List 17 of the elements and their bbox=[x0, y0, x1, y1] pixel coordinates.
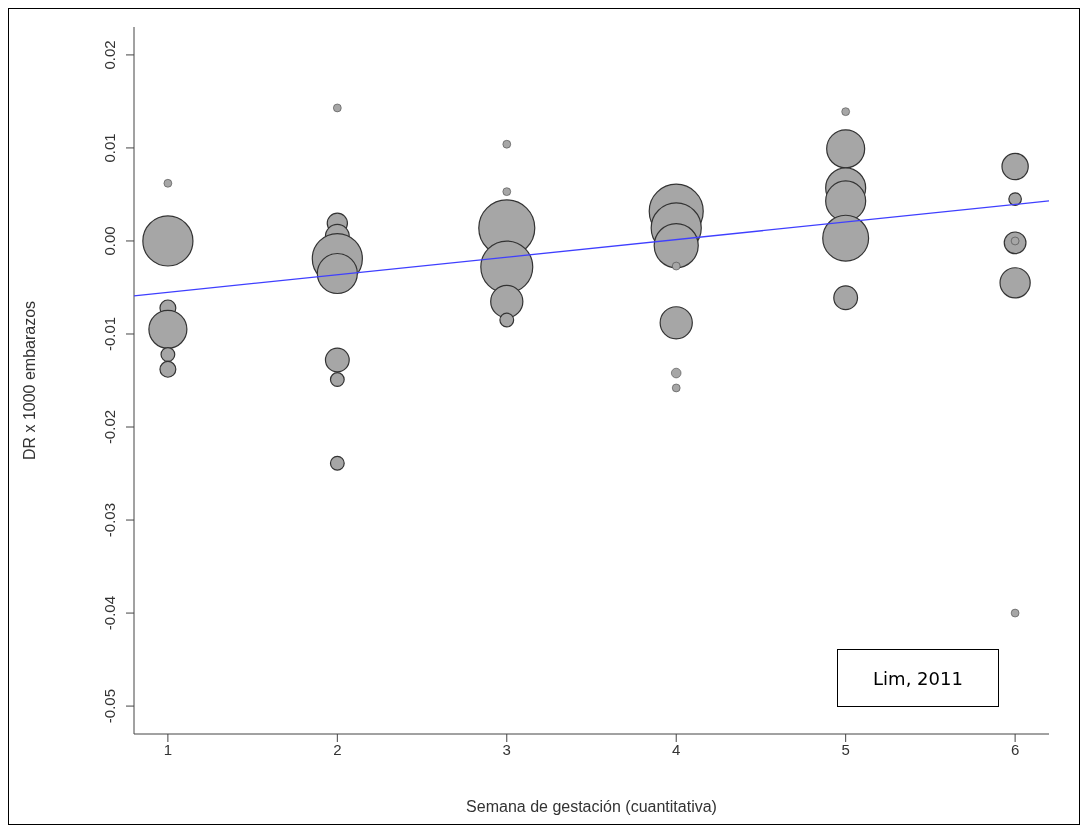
y-axis-title: DR x 1000 embarazos bbox=[20, 300, 38, 461]
x-tick-label: 6 bbox=[1010, 740, 1020, 758]
x-tick-label: 1 bbox=[163, 740, 173, 758]
text-box: Lim, 2011 bbox=[837, 649, 999, 707]
y-tick-label: -0.01 bbox=[101, 316, 118, 352]
y-tick-label: -0.03 bbox=[101, 502, 118, 538]
y-tick-label: -0.05 bbox=[101, 688, 118, 724]
x-tick-label: 5 bbox=[841, 740, 850, 758]
y-tick-label: 0.01 bbox=[101, 133, 118, 163]
x-axis-title: Semana de gestación (cuantitativa) bbox=[466, 798, 717, 815]
x-tick-label: 4 bbox=[672, 740, 681, 758]
y-tick-label: 0.02 bbox=[101, 40, 118, 70]
x-tick-label: 2 bbox=[333, 740, 342, 758]
x-tick-label: 3 bbox=[502, 740, 511, 758]
y-tick-label: -0.02 bbox=[101, 409, 118, 445]
y-tick-label: 0.00 bbox=[101, 226, 118, 256]
y-tick-label: -0.04 bbox=[101, 595, 118, 631]
